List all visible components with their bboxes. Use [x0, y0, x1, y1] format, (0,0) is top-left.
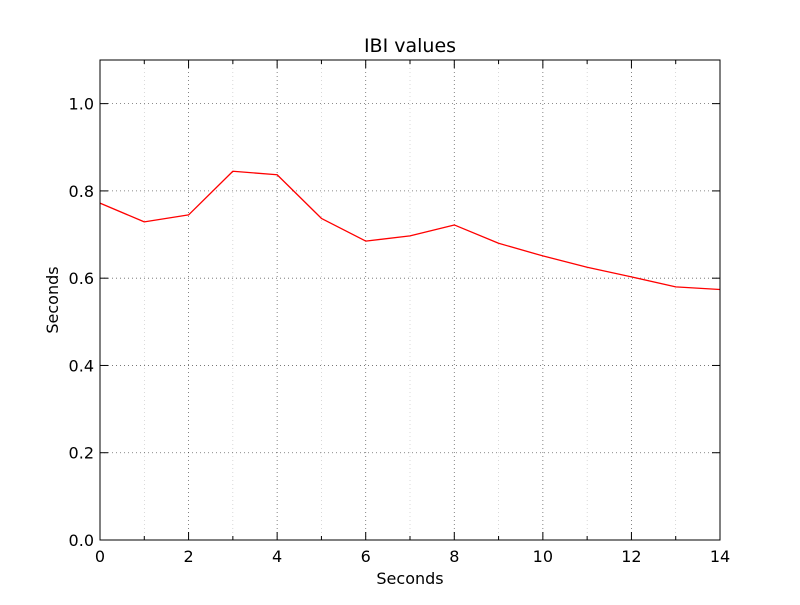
y-axis-label: Seconds — [43, 266, 62, 333]
x-tick-label: 4 — [272, 547, 282, 566]
x-tick-label: 8 — [449, 547, 459, 566]
y-tick-label: 0.4 — [69, 356, 94, 375]
y-tick-label: 0.8 — [69, 182, 94, 201]
y-tick-label: 0.6 — [69, 269, 94, 288]
x-tick-label: 2 — [183, 547, 193, 566]
ticks: 0 2 4 6 8 10 12 14 0.0 0.2 0.4 0.6 0.8 1.0 — [69, 60, 731, 566]
x-tick-label: 6 — [361, 547, 371, 566]
x-tick-label: 10 — [533, 547, 553, 566]
grid-lines — [100, 60, 720, 540]
y-tick-label: 0.0 — [69, 531, 94, 550]
y-tick-label: 0.2 — [69, 444, 94, 463]
chart-title: IBI values — [364, 35, 456, 57]
x-axis-label: Seconds — [376, 569, 443, 588]
x-tick-label: 12 — [621, 547, 641, 566]
x-tick-label: 0 — [95, 547, 105, 566]
x-tick-label: 14 — [710, 547, 730, 566]
series-layer — [100, 171, 720, 289]
y-tick-label: 1.0 — [69, 95, 94, 114]
series-line — [100, 171, 720, 289]
